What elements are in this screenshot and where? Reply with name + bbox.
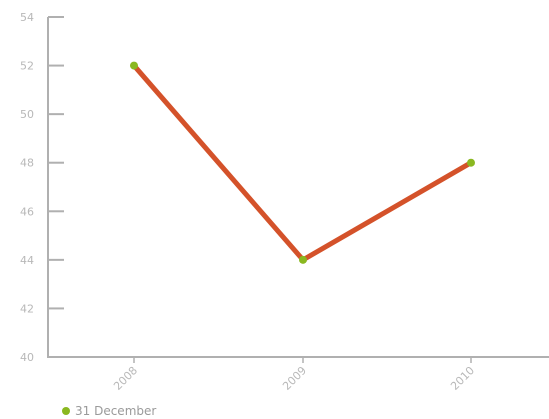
series-line (131, 63, 474, 263)
y-tick-label: 48 (20, 157, 34, 170)
data-point (130, 61, 138, 70)
x-tick-label: 2009 (280, 364, 309, 393)
y-tick-label: 54 (20, 11, 34, 24)
y-tick-label: 52 (20, 60, 34, 73)
data-point (467, 158, 475, 167)
legend-label: 31 December (75, 404, 157, 418)
chart-axes (47, 17, 549, 358)
chart-series (130, 61, 475, 264)
y-axis-ticks: 40 42 44 46 48 50 52 54 (20, 11, 64, 364)
y-tick-label: 46 (20, 205, 34, 218)
y-tick-label: 42 (20, 302, 34, 315)
chart-legend: 31 December (62, 404, 156, 418)
legend-marker-icon (62, 407, 70, 415)
y-tick-label: 44 (20, 254, 34, 267)
y-tick-label: 40 (20, 351, 34, 364)
y-tick-label: 50 (20, 108, 34, 121)
x-tick-label: 2008 (111, 364, 140, 393)
x-tick-label: 2010 (448, 364, 477, 393)
x-axis-ticks: 2008 2009 2010 (111, 357, 477, 393)
data-point (299, 255, 307, 264)
